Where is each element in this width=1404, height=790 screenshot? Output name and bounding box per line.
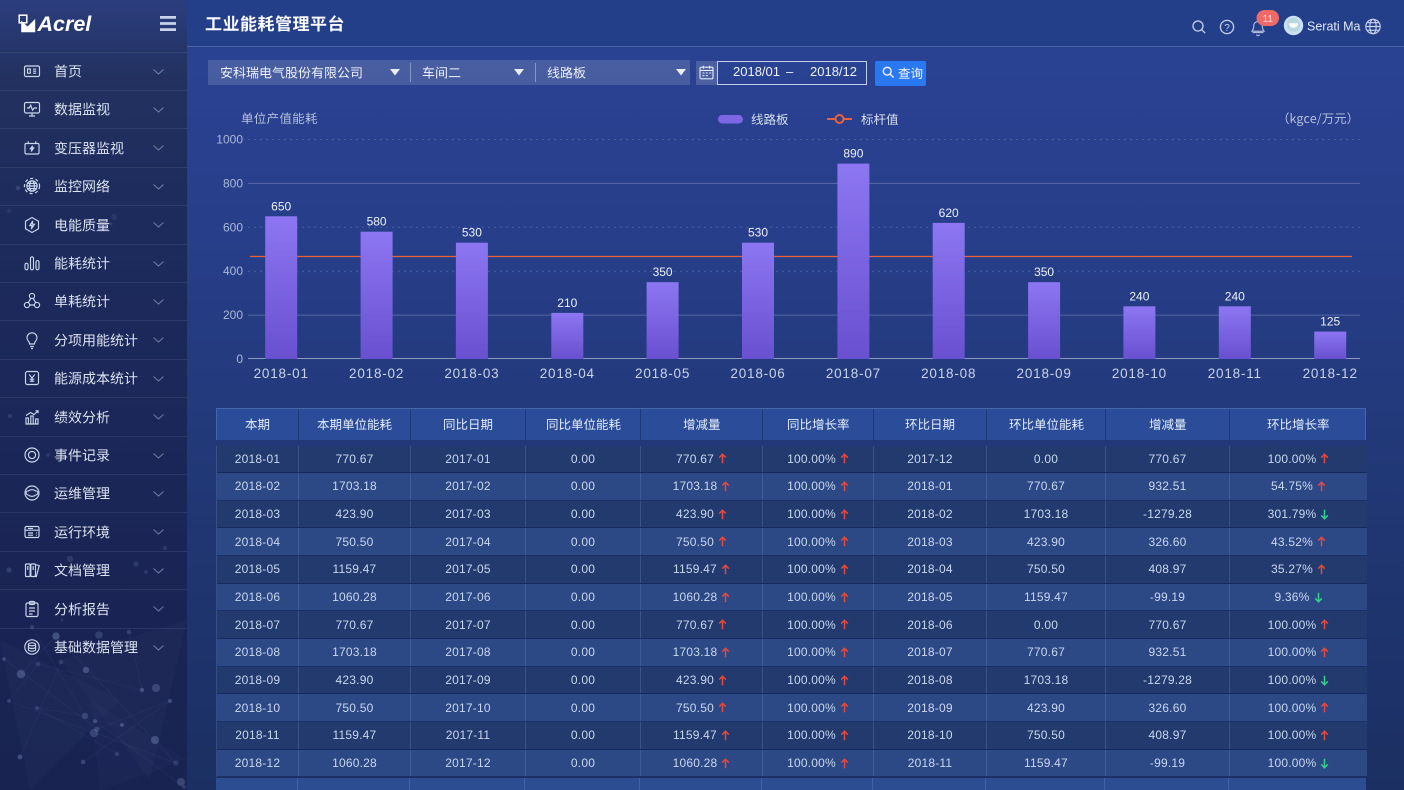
svg-text:2018-08: 2018-08 bbox=[921, 366, 976, 381]
svg-text:240: 240 bbox=[1129, 289, 1149, 303]
svg-text:800: 800 bbox=[223, 176, 243, 190]
svg-text:2018-04: 2018-04 bbox=[540, 366, 595, 381]
svg-text:400: 400 bbox=[223, 264, 243, 278]
svg-text:Acrel: Acrel bbox=[37, 14, 93, 34]
svg-text:2018-02: 2018-02 bbox=[349, 366, 404, 381]
svg-text:125: 125 bbox=[1320, 315, 1340, 329]
svg-text:580: 580 bbox=[367, 215, 387, 229]
svg-text:0: 0 bbox=[236, 352, 243, 366]
svg-text:620: 620 bbox=[939, 206, 959, 220]
svg-text:2018-03: 2018-03 bbox=[444, 366, 499, 381]
svg-text:2018-05: 2018-05 bbox=[635, 366, 690, 381]
svg-text:890: 890 bbox=[843, 147, 863, 161]
svg-text:240: 240 bbox=[1225, 289, 1245, 303]
svg-text:200: 200 bbox=[223, 308, 243, 322]
svg-text:530: 530 bbox=[748, 226, 768, 240]
svg-text:Serati Ma: Serati Ma bbox=[1307, 20, 1361, 34]
svg-text:11: 11 bbox=[1263, 14, 1274, 25]
svg-text:2018-11: 2018-11 bbox=[1208, 366, 1262, 381]
svg-text:2018-06: 2018-06 bbox=[730, 366, 785, 381]
svg-text:2018-07: 2018-07 bbox=[826, 366, 881, 381]
svg-text:210: 210 bbox=[557, 296, 577, 310]
svg-text:600: 600 bbox=[223, 220, 243, 234]
svg-text:2018-01: 2018-01 bbox=[254, 366, 309, 381]
svg-text:350: 350 bbox=[1034, 265, 1054, 279]
svg-text:2018-09: 2018-09 bbox=[1017, 366, 1072, 381]
svg-text:?: ? bbox=[1224, 23, 1230, 34]
svg-text:350: 350 bbox=[653, 265, 673, 279]
svg-text:530: 530 bbox=[462, 226, 482, 240]
svg-text:2018-12: 2018-12 bbox=[1303, 366, 1358, 381]
svg-text:2018-10: 2018-10 bbox=[1112, 366, 1167, 381]
svg-text:650: 650 bbox=[271, 199, 291, 213]
svg-text:1000: 1000 bbox=[216, 133, 243, 147]
